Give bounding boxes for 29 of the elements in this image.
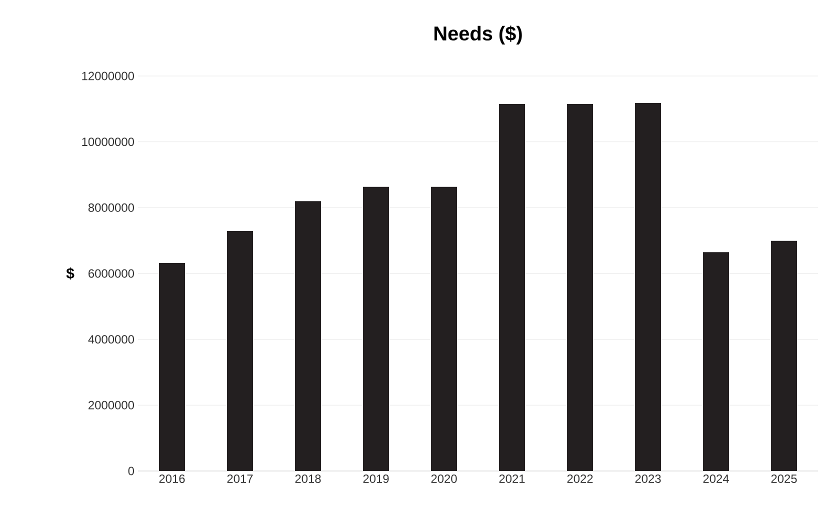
chart-title: Needs ($)	[434, 26, 522, 45]
x-tick-label: 2022	[567, 474, 593, 483]
bar	[635, 102, 662, 471]
bar	[771, 240, 798, 471]
x-tick-label: 2020	[431, 474, 457, 483]
x-tick-label: 2023	[635, 474, 661, 483]
bar	[431, 186, 458, 471]
y-axis-title: $	[66, 267, 74, 280]
x-tick-label: 2025	[771, 474, 797, 483]
x-tick-label: 2021	[499, 474, 525, 483]
x-tick-label: 2017	[227, 474, 253, 483]
y-tick-label: 2000000	[88, 400, 134, 410]
x-tick-label: 2018	[295, 474, 321, 483]
bar	[363, 186, 390, 471]
y-tick-label: 4000000	[88, 335, 134, 344]
y-tick-label: 8000000	[88, 203, 134, 212]
bar	[703, 252, 730, 471]
bar	[567, 104, 594, 471]
y-tick-label: 12000000	[82, 72, 134, 80]
bar	[227, 231, 254, 471]
y-tick-label: 0	[128, 466, 134, 476]
x-tick-label: 2024	[703, 474, 729, 483]
bar	[499, 104, 526, 471]
bar	[159, 262, 185, 471]
y-tick-label: 6000000	[88, 269, 134, 278]
x-tick-label: 2016	[159, 474, 185, 483]
bar	[295, 201, 322, 471]
x-tick-label: 2019	[363, 474, 389, 483]
y-tick-label: 10000000	[82, 138, 134, 146]
